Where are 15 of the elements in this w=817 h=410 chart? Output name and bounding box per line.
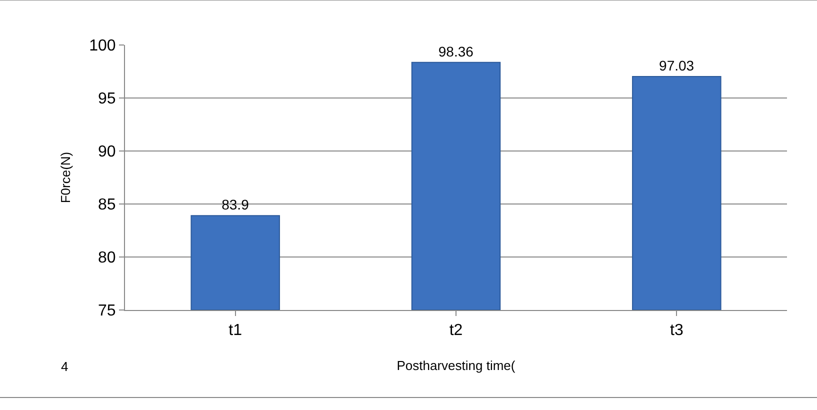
y-tick-label: 95 — [98, 90, 116, 108]
y-tick-label: 75 — [98, 302, 116, 320]
y-tick-label: 100 — [89, 38, 116, 55]
x-axis-title: Postharvesting time( — [396, 358, 516, 373]
x-tick-label: t2 — [449, 322, 463, 340]
y-tick-label: 80 — [98, 250, 116, 267]
data-label: 97.03 — [659, 57, 694, 74]
y-tick-label: 90 — [98, 144, 116, 161]
data-label: 98.36 — [438, 43, 474, 60]
y-axis-title: F0rce(N) — [58, 152, 74, 204]
x-tick-label: t3 — [670, 322, 684, 340]
x-tick-label: t1 — [228, 322, 242, 340]
text: 4 — [61, 359, 68, 374]
y-tick-label: 85 — [98, 196, 116, 214]
data-label: 83.9 — [222, 196, 250, 213]
